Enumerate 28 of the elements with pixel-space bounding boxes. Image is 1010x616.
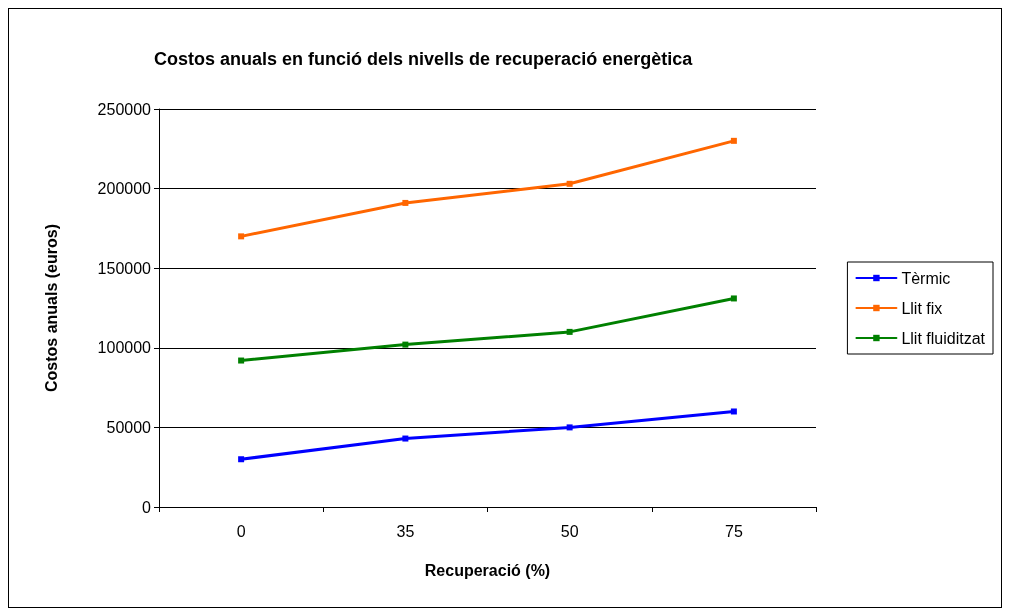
legend-label: Tèrmic <box>901 269 951 287</box>
y-tick-label: 100000 <box>97 339 152 357</box>
x-tick-label: 50 <box>560 522 579 540</box>
point <box>566 424 573 431</box>
y-tick-label: 150000 <box>97 259 152 277</box>
point <box>238 456 245 463</box>
y-tick-label: 50000 <box>106 418 152 436</box>
point <box>730 137 737 144</box>
x-tick-label: 0 <box>236 522 246 540</box>
legend-label: Llit fix <box>901 299 943 317</box>
y-tick-label: 200000 <box>97 180 152 198</box>
x-axis-title: Recuperació (%) <box>424 561 551 579</box>
point <box>730 408 737 415</box>
y-axis-title: Costos anuals (euros) <box>42 223 60 393</box>
point <box>402 435 409 442</box>
point <box>730 295 737 302</box>
legend-label: Llit fluiditzat <box>901 329 986 347</box>
chart-title: Costos anuals en funció dels nivells de recuperació energètica <box>154 49 694 69</box>
point <box>402 341 409 348</box>
y-tick-label: 250000 <box>97 100 152 118</box>
point <box>566 180 573 187</box>
x-tick-label: 35 <box>396 522 415 540</box>
point <box>238 233 245 240</box>
point <box>238 357 245 364</box>
point <box>566 328 573 335</box>
y-tick-label: 0 <box>142 498 152 516</box>
x-tick-label: 75 <box>724 522 743 540</box>
point <box>402 199 409 206</box>
